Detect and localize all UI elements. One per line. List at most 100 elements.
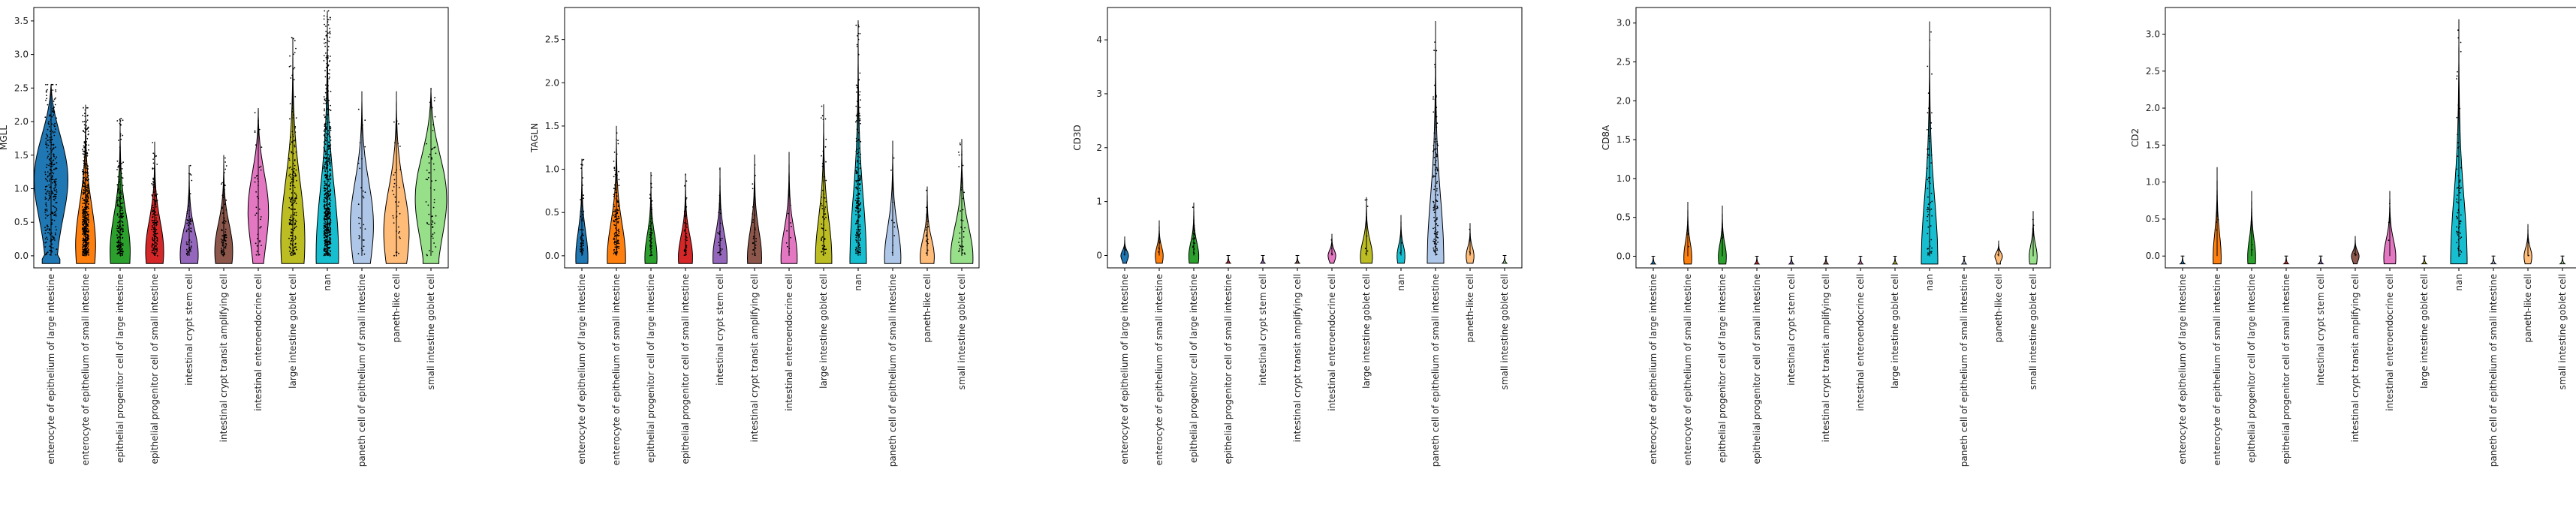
data-point: [51, 247, 53, 248]
data-point: [87, 250, 89, 252]
data-point: [324, 193, 326, 195]
x-tick-label: intestinal crypt transit amplifying cell: [2350, 274, 2361, 442]
data-point: [398, 226, 399, 228]
data-point: [325, 67, 327, 68]
data-point: [186, 212, 188, 215]
data-point: [1997, 254, 1999, 256]
data-point: [122, 202, 124, 204]
data-point: [2456, 198, 2457, 200]
data-point: [85, 157, 87, 159]
data-point: [855, 24, 857, 26]
data-point: [122, 209, 123, 212]
data-point: [1330, 253, 1333, 254]
data-point: [854, 248, 857, 251]
data-point: [83, 217, 85, 219]
data-point: [83, 183, 86, 185]
data-point: [156, 236, 158, 239]
data-point: [83, 189, 85, 191]
data-point: [53, 188, 55, 190]
data-point: [582, 164, 583, 166]
data-point: [259, 240, 261, 242]
data-point: [613, 238, 616, 240]
data-point: [45, 137, 47, 140]
data-point: [86, 107, 88, 109]
data-point: [119, 133, 122, 135]
data-point: [614, 218, 616, 221]
data-point: [151, 251, 153, 254]
violin-body: [1960, 256, 1968, 265]
data-point: [121, 233, 123, 236]
data-point: [326, 151, 328, 153]
violin-body: [1857, 256, 1864, 265]
data-point: [855, 170, 857, 173]
data-point: [323, 201, 325, 203]
data-point: [83, 176, 85, 179]
data-point: [119, 200, 121, 202]
data-point: [1433, 132, 1436, 134]
data-point: [87, 216, 89, 218]
data-point: [823, 245, 825, 247]
data-point: [153, 211, 155, 213]
data-point: [857, 149, 859, 150]
data-point: [49, 195, 51, 197]
data-point: [926, 239, 928, 240]
data-point: [1687, 233, 1689, 236]
data-point: [329, 242, 331, 245]
data-point: [755, 174, 756, 176]
data-point: [962, 220, 964, 221]
data-point: [51, 150, 53, 152]
data-point: [857, 220, 860, 222]
data-point: [649, 239, 651, 242]
data-point: [154, 248, 156, 249]
data-point: [295, 215, 297, 217]
data-point: [82, 253, 83, 254]
data-point: [2458, 185, 2460, 187]
data-point: [616, 179, 618, 182]
data-point: [618, 218, 620, 220]
data-point: [85, 239, 87, 242]
data-point: [293, 200, 295, 201]
data-point: [86, 186, 88, 188]
data-point: [188, 254, 190, 255]
data-point: [116, 213, 119, 215]
data-point: [55, 254, 57, 256]
data-point: [857, 155, 859, 158]
data-point: [856, 116, 858, 117]
data-point: [292, 181, 294, 183]
data-point: [84, 170, 86, 173]
data-point: [1435, 168, 1436, 170]
axes-frame: [1107, 7, 1523, 269]
data-point: [857, 222, 858, 224]
data-point: [1930, 208, 1933, 210]
data-point: [2457, 37, 2460, 39]
data-point: [1366, 199, 1368, 200]
data-point: [752, 221, 754, 223]
data-point: [857, 168, 860, 170]
data-point: [288, 246, 291, 248]
data-point: [857, 24, 860, 26]
data-point: [855, 222, 857, 224]
data-point: [292, 239, 294, 242]
data-point: [327, 96, 329, 98]
data-point: [86, 155, 89, 157]
data-point: [116, 197, 118, 199]
data-point: [1434, 230, 1436, 233]
data-point: [2460, 237, 2461, 239]
data-point: [53, 196, 56, 197]
data-point: [719, 222, 722, 224]
data-point: [857, 233, 858, 235]
data-point: [860, 208, 861, 210]
data-point: [330, 90, 332, 92]
data-point: [294, 40, 296, 42]
x-tick-label: large intestine goblet cell: [818, 274, 829, 389]
data-point: [44, 192, 47, 194]
data-point: [613, 188, 615, 190]
y-tick-label: 0.5: [545, 207, 559, 218]
data-point: [2456, 226, 2457, 228]
data-point: [330, 239, 332, 240]
data-point: [860, 153, 862, 155]
data-point: [223, 249, 224, 251]
data-point: [1436, 248, 1438, 250]
data-point: [1436, 169, 1439, 170]
data-point: [926, 224, 928, 225]
